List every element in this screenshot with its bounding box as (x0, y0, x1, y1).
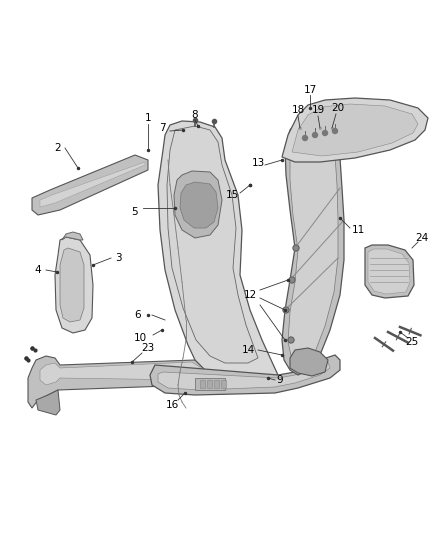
Text: 10: 10 (134, 333, 147, 343)
Text: 17: 17 (304, 85, 317, 95)
Circle shape (312, 133, 318, 138)
Polygon shape (174, 171, 222, 238)
Text: 20: 20 (332, 103, 345, 113)
Circle shape (293, 245, 299, 251)
Circle shape (303, 135, 307, 141)
Polygon shape (207, 380, 212, 388)
Text: 7: 7 (159, 123, 165, 133)
Polygon shape (282, 98, 428, 162)
Text: 11: 11 (351, 225, 364, 235)
Text: 3: 3 (115, 253, 121, 263)
Polygon shape (32, 155, 148, 215)
Text: 15: 15 (226, 190, 239, 200)
Polygon shape (180, 182, 218, 228)
Text: 18: 18 (291, 105, 304, 115)
Polygon shape (40, 362, 200, 385)
Polygon shape (195, 378, 225, 390)
Text: 8: 8 (192, 110, 198, 120)
Text: 24: 24 (415, 233, 429, 243)
Polygon shape (282, 115, 344, 375)
Text: 4: 4 (35, 265, 41, 275)
Text: 2: 2 (55, 143, 61, 153)
Text: 1: 1 (145, 113, 151, 123)
Polygon shape (62, 232, 83, 240)
Polygon shape (150, 355, 340, 395)
Polygon shape (368, 249, 410, 294)
Text: 23: 23 (141, 343, 155, 353)
Polygon shape (158, 121, 278, 382)
Text: 12: 12 (244, 290, 257, 300)
Polygon shape (158, 362, 330, 390)
Polygon shape (290, 348, 328, 376)
Polygon shape (221, 380, 226, 388)
Circle shape (288, 337, 294, 343)
Polygon shape (36, 390, 60, 415)
Polygon shape (55, 237, 93, 333)
Polygon shape (292, 104, 418, 156)
Text: 9: 9 (277, 375, 283, 385)
Circle shape (332, 128, 338, 133)
Text: 25: 25 (406, 337, 419, 347)
Text: 16: 16 (166, 400, 179, 410)
Polygon shape (200, 380, 205, 388)
Text: 19: 19 (311, 105, 325, 115)
Polygon shape (288, 122, 338, 368)
Polygon shape (60, 248, 84, 322)
Polygon shape (365, 245, 414, 298)
Polygon shape (40, 162, 145, 207)
Text: 14: 14 (241, 345, 254, 355)
Text: 6: 6 (135, 310, 141, 320)
Polygon shape (167, 126, 258, 363)
Circle shape (322, 131, 328, 135)
Text: 5: 5 (132, 207, 138, 217)
Text: 13: 13 (251, 158, 265, 168)
Polygon shape (28, 356, 208, 408)
Circle shape (289, 277, 295, 283)
Polygon shape (214, 380, 219, 388)
Circle shape (283, 307, 289, 313)
